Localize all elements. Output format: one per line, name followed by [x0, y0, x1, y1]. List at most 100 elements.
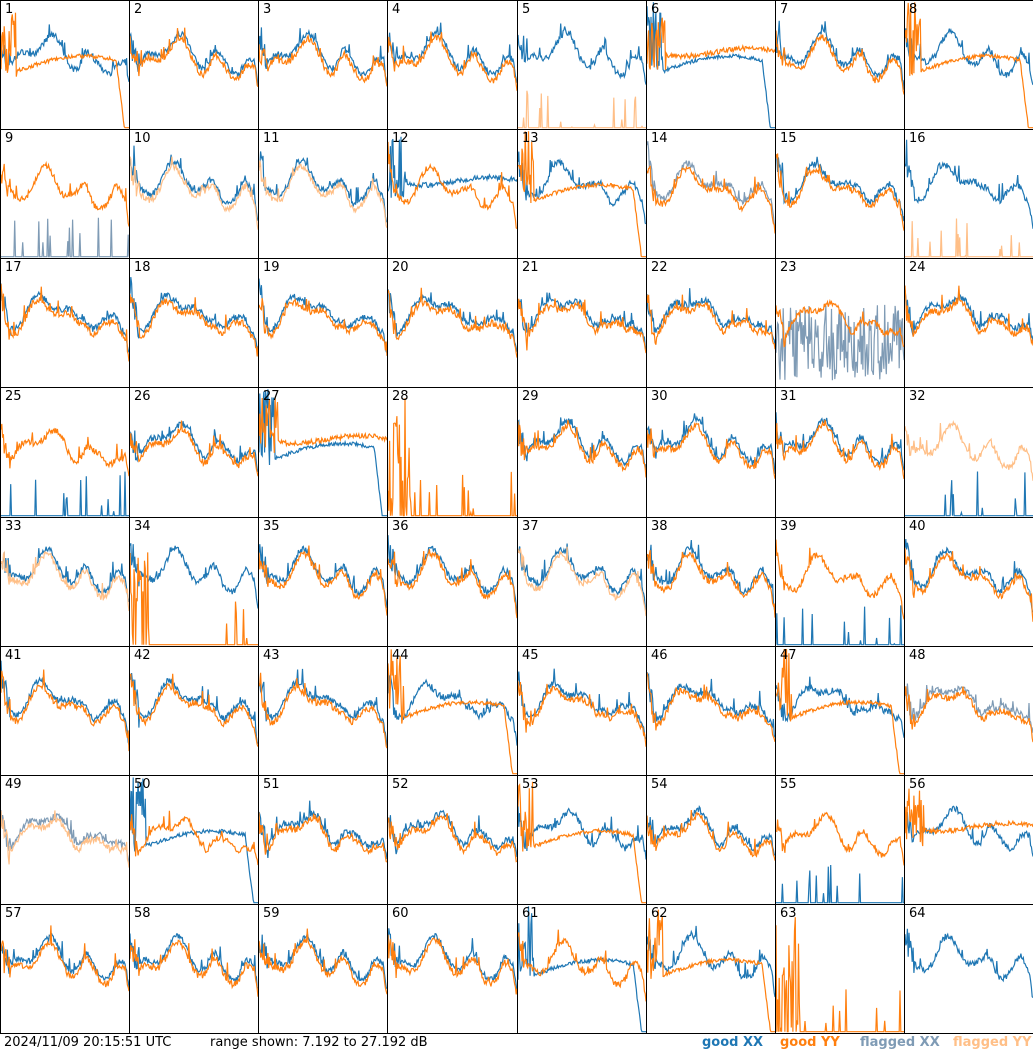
spectrum-plot: [518, 906, 646, 1033]
spectrum-panel-19: 19: [258, 258, 388, 388]
panel-number: 56: [909, 777, 926, 792]
series-yy-line: [130, 552, 258, 646]
spectrum-panel-56: 56: [904, 775, 1033, 905]
series-xx-line: [388, 535, 517, 614]
panel-number: 5: [522, 2, 531, 17]
spectrum-panel-15: 15: [775, 129, 905, 259]
spectrum-plot: [259, 928, 387, 995]
spectrum-plot: [647, 413, 775, 479]
spectrum-plot: [1, 283, 129, 362]
series-yy-line: [388, 549, 517, 619]
series-yy-line: [259, 34, 387, 87]
panel-number: 49: [5, 777, 22, 792]
spectrum-panel-24: 24: [904, 258, 1033, 388]
spectrum-panel-14: 14: [646, 129, 776, 259]
series-yy-line: [647, 17, 775, 70]
panel-number: 59: [263, 906, 280, 921]
series-yy-line: [130, 939, 258, 997]
series-xx-line: [1, 217, 129, 258]
series-yy-line: [776, 153, 904, 231]
series-xx-line: [259, 668, 387, 746]
series-xx-line: [388, 670, 517, 746]
spectrum-plot: [647, 909, 775, 1033]
series-xx-line: [1, 283, 129, 353]
spectrum-panel-60: 60: [387, 904, 518, 1034]
spectrum-panel-27: 27: [258, 387, 388, 518]
spectrum-panel-51: 51: [258, 775, 388, 905]
spectrum-plot: [776, 153, 904, 231]
series-xx-line: [259, 933, 387, 989]
series-xx-line: [776, 864, 904, 904]
series-xx-line: [776, 304, 904, 381]
series-xx-line: [1, 932, 129, 989]
series-yy-line: [647, 165, 775, 234]
spectrum-plot: [1, 660, 129, 752]
series-yy-line: [388, 31, 517, 91]
panel-number: 4: [392, 2, 401, 17]
series-xx-line: [1, 546, 129, 603]
spectrum-plot: [130, 543, 258, 646]
spectrum-plot: [388, 649, 517, 775]
panel-number: 63: [780, 906, 797, 921]
spectrum-panel-52: 52: [387, 775, 518, 905]
series-yy-line: [905, 285, 1033, 346]
spectrum-plot: [647, 539, 775, 618]
panel-number: 28: [392, 389, 409, 404]
series-yy-line: [1, 810, 129, 868]
series-yy-line: [388, 813, 517, 863]
spectrum-panel-12: 12: [387, 129, 518, 259]
series-yy-line: [388, 141, 517, 230]
panel-number: 14: [651, 131, 668, 146]
spectrum-plot: [518, 131, 646, 258]
spectrum-panel-49: 49: [0, 775, 130, 905]
series-yy-line: [518, 546, 646, 617]
series-xx-line: [518, 151, 646, 225]
panel-number: 21: [522, 260, 539, 275]
panel-number: 15: [780, 131, 797, 146]
panel-number: 50: [134, 777, 151, 792]
spectrum-panel-11: 11: [258, 129, 388, 259]
series-xx-line: [905, 139, 1033, 229]
spectrum-plot: [518, 668, 646, 747]
series-xx-line: [776, 20, 904, 90]
panel-number: 51: [263, 777, 280, 792]
spectrum-plot: [1, 546, 129, 612]
spectrum-panel-64: 64: [904, 904, 1033, 1034]
series-xx-line: [647, 671, 775, 738]
spectrum-panel-58: 58: [129, 904, 259, 1034]
spectrum-panel-25: 25: [0, 387, 130, 518]
series-yy-line: [1, 925, 129, 992]
spectrum-plot: [518, 417, 646, 478]
spectrum-panel-5: 5: [517, 0, 647, 130]
spectrum-panel-57: 57: [0, 904, 130, 1034]
spectrum-plot: [905, 285, 1033, 346]
series-yy-line: [1, 669, 129, 752]
spectrum-plot: [647, 671, 775, 743]
spectrum-panel-50: 50: [129, 775, 259, 905]
spectrum-panel-26: 26: [129, 387, 259, 518]
series-xx-line: [776, 676, 904, 738]
series-yy-line: [518, 90, 646, 129]
spectrum-plot: [518, 781, 646, 904]
panel-number: 54: [651, 777, 668, 792]
series-yy-line: [518, 298, 646, 354]
spectrum-panel-28: 28: [387, 387, 518, 518]
series-yy-line: [905, 548, 1033, 622]
spectrum-plot: [388, 136, 517, 230]
spectrum-plot: [388, 928, 517, 995]
panel-number: 31: [780, 389, 797, 404]
series-xx-line: [905, 539, 1033, 613]
spectrum-panel-6: 6: [646, 0, 776, 130]
series-xx-line: [518, 906, 646, 1033]
spectrum-plot: [130, 777, 258, 904]
panel-number: 1: [5, 2, 14, 17]
spectrum-plot: [776, 648, 904, 775]
series-xx-line: [518, 23, 646, 85]
spectrum-panel-18: 18: [129, 258, 259, 388]
spectrum-plot: [388, 22, 517, 91]
legend-flagged-xx: flagged XX: [860, 1035, 940, 1050]
panel-number: 60: [392, 906, 409, 921]
panel-number: 33: [5, 519, 22, 534]
panel-number: 2: [134, 2, 143, 17]
series-yy-line: [388, 287, 517, 358]
